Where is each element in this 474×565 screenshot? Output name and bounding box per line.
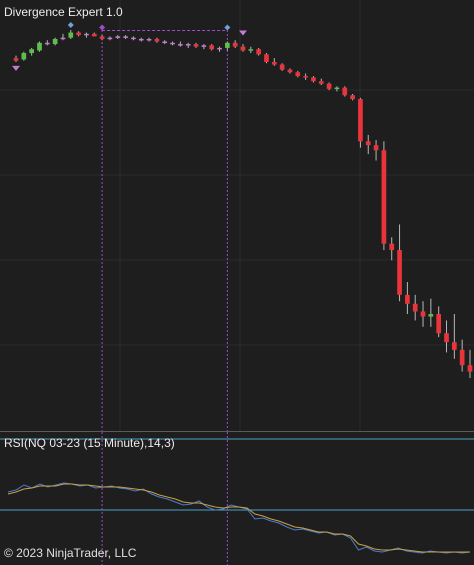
candle — [318, 81, 324, 84]
candle — [412, 303, 418, 312]
candle — [162, 41, 168, 44]
candle — [350, 95, 355, 100]
candle — [428, 314, 434, 317]
rsi-chart[interactable] — [0, 432, 474, 565]
price-chart[interactable] — [0, 0, 474, 432]
candle — [84, 33, 89, 36]
rsi-panel[interactable]: RSI(NQ 03-23 (15 Minute),14,3) © 2023 Ni… — [0, 432, 474, 565]
candle — [381, 150, 387, 244]
candle — [107, 37, 113, 40]
candle — [373, 145, 379, 151]
rsi-label: RSI(NQ 03-23 (15 Minute),14,3) — [4, 436, 175, 450]
rsi-background — [0, 432, 474, 565]
candle — [170, 42, 175, 45]
candle — [91, 33, 97, 37]
panel-divider[interactable] — [0, 431, 474, 432]
sell-arrow-icon — [239, 30, 247, 36]
candle — [248, 49, 254, 51]
candle — [193, 44, 199, 47]
candle — [60, 37, 66, 40]
copyright-text: © 2023 NinjaTrader, LLC — [4, 546, 137, 560]
candle — [287, 69, 293, 73]
candle — [303, 76, 308, 78]
candle — [146, 38, 152, 41]
candle — [451, 342, 457, 350]
candle — [13, 58, 19, 61]
indicator-label: Divergence Expert 1.0 — [4, 5, 123, 19]
candle — [201, 45, 207, 47]
candle — [115, 36, 121, 38]
candle — [52, 38, 58, 45]
candle — [178, 44, 183, 46]
candle — [264, 54, 269, 62]
signal-diamond-icon — [224, 24, 231, 31]
candle — [397, 250, 402, 295]
candle — [436, 314, 442, 334]
candle — [420, 311, 426, 317]
candle — [138, 38, 144, 41]
candle — [334, 87, 340, 90]
candle — [326, 83, 332, 89]
candle — [37, 42, 42, 51]
candle — [232, 42, 238, 47]
price-background — [0, 0, 474, 432]
candle — [271, 61, 277, 65]
price-panel[interactable]: Divergence Expert 1.0 — [0, 0, 474, 432]
candle — [154, 38, 160, 42]
candle — [405, 294, 410, 304]
candle — [358, 99, 363, 142]
candle — [123, 36, 128, 38]
candle — [21, 53, 27, 60]
candle — [209, 45, 215, 50]
candle — [295, 72, 301, 77]
signal-diamond-icon — [67, 22, 74, 28]
candle — [311, 77, 316, 82]
candle — [459, 349, 465, 366]
candle — [342, 87, 348, 96]
candle — [240, 46, 246, 51]
candle — [29, 49, 35, 54]
candle — [256, 49, 262, 55]
candle — [389, 243, 395, 251]
candle — [185, 44, 191, 46]
candle — [44, 42, 50, 45]
candle — [365, 141, 371, 146]
rsi-signal-line — [7, 483, 470, 553]
candle — [76, 32, 81, 36]
candle — [467, 365, 473, 372]
candle — [224, 42, 230, 48]
candle — [444, 333, 449, 343]
candle — [217, 47, 222, 50]
candle — [99, 36, 105, 39]
down-arrow-icon — [12, 65, 20, 71]
candle — [131, 37, 136, 40]
divergence-marker-icon — [99, 24, 106, 31]
candle — [68, 32, 74, 38]
candle — [279, 64, 285, 70]
